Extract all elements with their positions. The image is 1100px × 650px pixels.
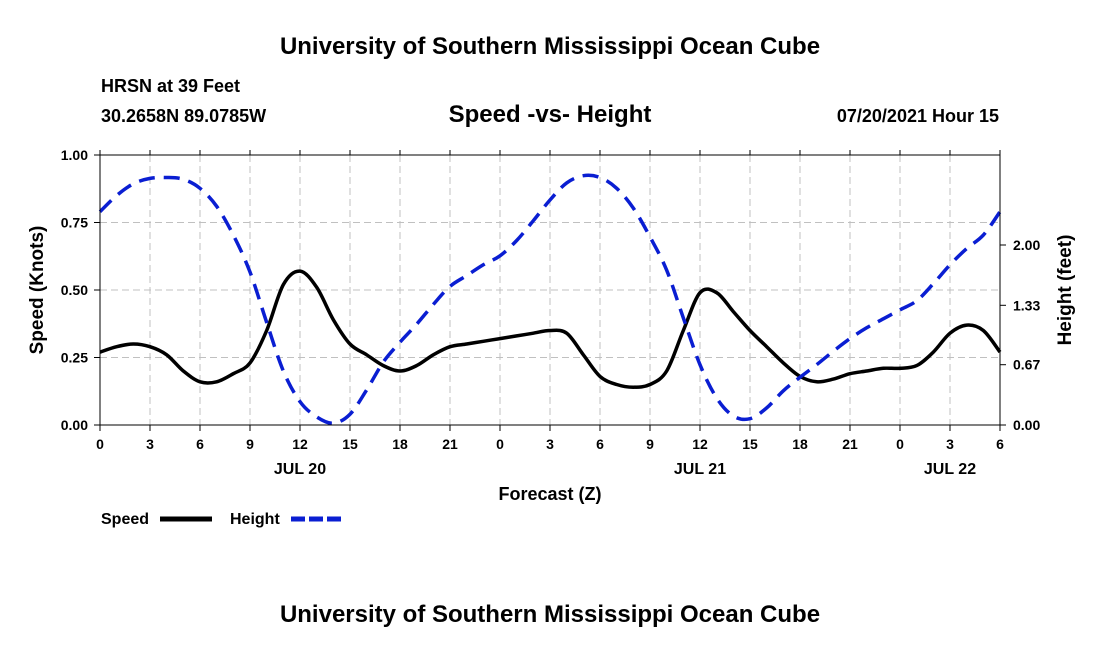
series-line-height: [98, 173, 1002, 425]
legend-label-height: Height: [230, 511, 280, 528]
x-tick-label: 18: [792, 436, 808, 452]
forecast-datetime: 07/20/2021 Hour 15: [836, 106, 999, 126]
x-date-label: JUL 21: [674, 461, 726, 478]
y-right-tick-label: 0.00: [1013, 417, 1040, 433]
x-tick-label: 6: [596, 436, 604, 452]
x-tick-label: 9: [246, 436, 254, 452]
y-right-tick-label: 2.00: [1013, 237, 1040, 253]
x-tick-label: 12: [292, 436, 308, 452]
x-tick-label: 6: [996, 436, 1004, 452]
chart-subtitle: Speed -vs- Height: [448, 101, 652, 128]
x-tick-label: 6: [196, 436, 204, 452]
station-coords: 30.2658N 89.0785W: [101, 106, 267, 126]
x-date-label: JUL 22: [924, 461, 976, 478]
legend-label-speed: Speed: [101, 511, 149, 528]
y-right-tick-label: 1.33: [1013, 297, 1040, 313]
x-tick-label: 0: [496, 436, 504, 452]
footer-title: University of Southern Mississippi Ocean…: [279, 601, 821, 628]
x-tick-label: 15: [742, 436, 758, 452]
y-left-tick-label: 0.00: [61, 417, 88, 433]
y-right-axis-label: Height (feet): [1055, 235, 1076, 346]
station-name: HRSN at 39 Feet: [101, 76, 241, 96]
x-tick-label: 15: [342, 436, 358, 452]
x-tick-label: 12: [692, 436, 708, 452]
x-tick-label: 0: [896, 436, 904, 452]
x-tick-label: 3: [146, 436, 154, 452]
x-tick-label: 21: [442, 436, 458, 452]
x-tick-label: 0: [96, 436, 104, 452]
y-left-tick-label: 0.25: [61, 350, 88, 366]
x-tick-label: 18: [392, 436, 408, 452]
y-left-axis-label: Speed (Knots): [27, 226, 48, 355]
x-axis-label: Forecast (Z): [498, 484, 601, 504]
x-tick-label: 3: [546, 436, 554, 452]
y-right-tick-label: 0.67: [1013, 357, 1040, 373]
series-line-speed: [99, 269, 1002, 389]
x-tick-label: 21: [842, 436, 858, 452]
x-tick-label: 9: [646, 436, 654, 452]
x-date-label: JUL 20: [274, 461, 326, 478]
y-left-tick-label: 0.50: [61, 282, 88, 298]
x-tick-label: 3: [946, 436, 954, 452]
page-title: University of Southern Mississippi Ocean…: [279, 33, 821, 60]
y-left-tick-label: 0.75: [61, 215, 88, 231]
y-left-tick-label: 1.00: [61, 147, 88, 163]
